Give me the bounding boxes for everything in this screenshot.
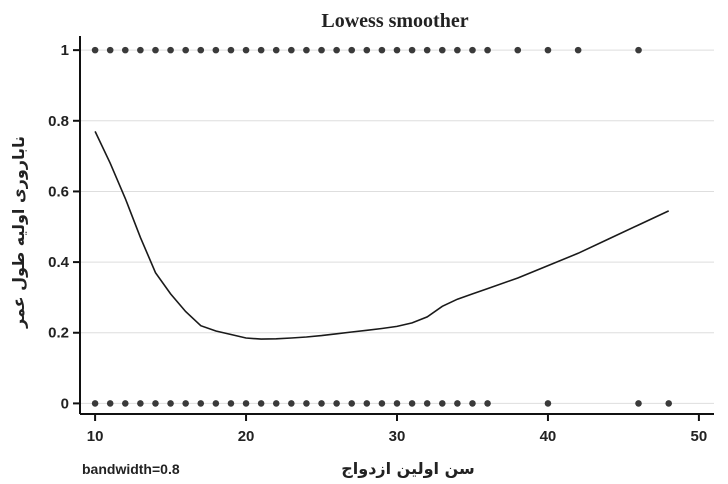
data-point-y1-21 [408,46,416,54]
data-point-y1-7 [197,46,205,54]
bandwidth-note: bandwidth=0.8 [82,461,180,477]
data-point-y0-29 [665,400,673,407]
data-points [91,46,673,407]
data-point-y0-16 [333,400,340,407]
data-point-y1-26 [484,46,491,54]
data-point-y1-15 [318,46,325,54]
x-tick-label-4: 50 [691,428,708,445]
data-point-y0-20 [393,400,401,407]
data-point-y1-10 [242,46,250,54]
data-point-y0-11 [257,400,265,407]
data-point-y1-13 [288,46,295,54]
data-point-y1-22 [423,46,431,54]
data-point-y1-14 [303,46,310,54]
data-point-y1-18 [363,46,371,54]
data-point-y0-4 [152,400,159,407]
data-point-y0-3 [137,400,144,407]
data-point-y0-14 [303,400,310,407]
data-point-y0-25 [469,400,476,407]
data-point-y1-20 [393,46,401,54]
y-tick-label-0: 0 [61,395,69,412]
data-point-y0-27 [544,400,552,407]
data-point-y1-12 [272,46,280,54]
x-axis-ticks: 10 20 30 40 50 [87,414,707,445]
data-point-y1-1 [106,46,114,54]
data-point-y1-3 [137,46,144,54]
data-point-y1-25 [469,46,476,54]
data-point-y1-28 [544,46,552,54]
data-point-y0-19 [378,400,386,407]
data-point-y1-16 [333,46,340,54]
lowess-curve [94,131,670,340]
data-point-y1-8 [212,46,220,54]
data-point-y0-12 [272,400,280,407]
data-point-y1-24 [454,46,461,54]
y-tick-label-4: 0.8 [48,113,69,130]
data-point-y0-28 [635,400,642,407]
data-point-y0-8 [212,400,220,407]
data-point-y0-26 [484,400,491,407]
y-tick-label-2: 0.4 [48,254,70,271]
y-tick-label-5: 1 [61,42,69,59]
data-point-y1-2 [121,46,129,54]
data-point-y0-17 [348,400,356,407]
data-point-y0-13 [288,400,295,407]
x-axis-label: سن اولین ازدواج [341,459,475,478]
data-point-y0-21 [408,400,416,407]
data-point-y1-11 [257,46,265,54]
data-point-y1-29 [574,46,582,54]
grid-lines [80,49,714,404]
data-point-y1-27 [514,46,522,54]
y-axis-label: ناباروری اولیه طول عمر [9,136,28,329]
data-point-y0-6 [182,400,189,407]
data-point-y0-9 [227,400,235,407]
data-point-y1-30 [635,46,642,54]
data-point-y0-7 [197,400,205,407]
data-point-y1-9 [227,46,235,54]
data-point-y0-15 [318,400,325,407]
y-axis-ticks: 0 0.2 0.4 0.6 0.8 1 [48,42,80,412]
y-tick-label-3: 0.6 [48,183,69,200]
data-point-y0-1 [106,400,114,407]
data-point-y0-2 [121,400,129,407]
data-point-y0-0 [91,400,99,407]
data-point-y0-18 [363,400,371,407]
chart-title: Lowess smoother [321,10,468,32]
data-point-y1-5 [167,46,174,54]
data-point-y1-4 [152,46,159,54]
x-tick-label-3: 40 [540,428,557,445]
data-point-y0-24 [454,400,461,407]
data-point-y1-6 [182,46,189,54]
data-point-y0-23 [438,400,446,407]
data-point-y1-0 [91,46,99,54]
x-tick-label-1: 20 [238,428,255,445]
y-tick-label-1: 0.2 [48,325,69,342]
data-point-y0-5 [167,400,174,407]
data-point-y1-17 [348,46,356,54]
data-point-y0-22 [423,400,431,407]
data-point-y1-19 [378,46,386,54]
data-point-y1-23 [438,46,446,54]
x-tick-label-2: 30 [389,428,406,445]
data-point-y0-10 [242,400,250,407]
x-tick-label-0: 10 [87,428,104,445]
